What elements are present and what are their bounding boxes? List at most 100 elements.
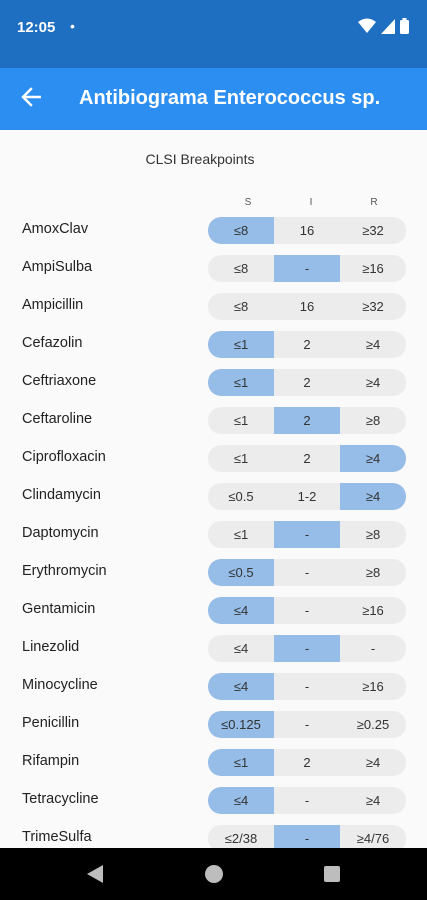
breakpoint-i: - [274, 255, 340, 282]
drug-name: Gentamicin [22, 601, 96, 617]
breakpoint-cells: ≤1 2 ≥4 [208, 331, 406, 358]
breakpoint-cells: ≤0.5 - ≥8 [208, 559, 406, 586]
breakpoint-s: ≤8 [233, 261, 249, 276]
table-row: Rifampin ≤1 2 ≥4 [0, 743, 427, 781]
status-icons [358, 18, 409, 39]
breakpoint-r: - [370, 641, 376, 656]
page-title: Antibiograma Enterococcus sp. [79, 87, 381, 109]
table-row: Ampicillin ≤8 16 ≥32 [0, 287, 427, 325]
breakpoint-i: 16 [299, 223, 315, 238]
breakpoint-s: ≤1 [208, 369, 274, 396]
table-row: Erythromycin ≤0.5 - ≥8 [0, 553, 427, 591]
drug-name: Minocycline [22, 677, 98, 693]
column-header-r: R [370, 197, 378, 208]
drug-name: Ampicillin [22, 297, 84, 313]
table-row: Clindamycin ≤0.5 1-2 ≥4 [0, 477, 427, 515]
breakpoint-cells: ≤1 - ≥8 [208, 521, 406, 548]
breakpoint-r: ≥4 [365, 375, 381, 390]
breakpoint-s: ≤1 [233, 451, 249, 466]
table-row: TrimeSulfa ≤2/38 - ≥4/76 [0, 819, 427, 848]
drug-name: Cefazolin [22, 335, 83, 351]
breakpoint-cells: ≤1 2 ≥4 [208, 445, 406, 472]
breakpoint-r: ≥4 [365, 755, 381, 770]
table-row: Ceftriaxone ≤1 2 ≥4 [0, 363, 427, 401]
drug-name: Erythromycin [22, 563, 107, 579]
breakpoint-s: ≤4 [233, 641, 249, 656]
breakpoint-i: 1-2 [297, 489, 317, 504]
drug-name: Linezolid [22, 639, 80, 655]
breakpoint-i: 2 [303, 451, 311, 466]
breakpoint-cells: ≤4 - ≥16 [208, 673, 406, 700]
breakpoint-s: ≤2/38 [224, 831, 258, 846]
status-bar: 12:05 • [0, 0, 427, 68]
drug-name: AmoxClav [22, 221, 89, 237]
table-subtitle: CLSI Breakpoints [145, 151, 255, 167]
breakpoint-cells: ≤1 2 ≥8 [208, 407, 406, 434]
drug-name: TrimeSulfa [22, 829, 92, 845]
breakpoint-cells: ≤0.5 1-2 ≥4 [208, 483, 406, 510]
table-row: Penicillin ≤0.125 - ≥0.25 [0, 705, 427, 743]
breakpoint-i: - [274, 825, 340, 848]
breakpoint-s: ≤8 [208, 217, 274, 244]
table-row: AmoxClav ≤8 16 ≥32 [0, 211, 427, 249]
breakpoint-s: ≤1 [233, 413, 249, 428]
breakpoint-cells: ≤8 16 ≥32 [208, 293, 406, 320]
breakpoint-r: ≥16 [362, 603, 384, 618]
breakpoint-i: 2 [303, 337, 311, 352]
drug-name: Ceftaroline [22, 411, 93, 427]
breakpoint-cells: ≤2/38 - ≥4/76 [208, 825, 406, 848]
drug-name: Ciprofloxacin [22, 449, 106, 465]
nav-recent-icon[interactable] [324, 866, 340, 882]
breakpoint-s: ≤8 [233, 299, 249, 314]
breakpoint-i: - [304, 565, 310, 580]
breakpoint-i: - [274, 635, 340, 662]
system-nav-bar [0, 848, 427, 900]
breakpoint-cells: ≤4 - ≥4 [208, 787, 406, 814]
breakpoint-s: ≤0.125 [208, 711, 274, 738]
table-row: Tetracycline ≤4 - ≥4 [0, 781, 427, 819]
drug-name: AmpiSulba [22, 259, 93, 275]
breakpoint-cells: ≤1 2 ≥4 [208, 369, 406, 396]
breakpoint-r: ≥8 [365, 565, 381, 580]
column-header-s: S [244, 197, 252, 208]
breakpoint-cells: ≤4 - ≥16 [208, 597, 406, 624]
breakpoint-s: ≤0.5 [208, 559, 274, 586]
breakpoint-r: ≥16 [362, 679, 384, 694]
battery-icon [400, 18, 409, 39]
breakpoint-s: ≤4 [208, 787, 274, 814]
app-bar: Antibiograma Enterococcus sp. [0, 68, 427, 130]
table-row: Gentamicin ≤4 - ≥16 [0, 591, 427, 629]
breakpoint-r: ≥4/76 [356, 831, 390, 846]
breakpoint-i: 2 [303, 375, 311, 390]
nav-back-icon[interactable] [87, 865, 103, 888]
breakpoint-i: - [274, 521, 340, 548]
breakpoint-s: ≤1 [208, 749, 274, 776]
drug-name: Penicillin [22, 715, 80, 731]
drug-name: Daptomycin [22, 525, 99, 541]
breakpoint-i: - [304, 717, 310, 732]
drug-name: Ceftriaxone [22, 373, 97, 389]
arrow-back-icon [21, 86, 42, 112]
breakpoint-r: ≥8 [365, 413, 381, 428]
breakpoint-r: ≥0.25 [356, 717, 390, 732]
breakpoint-r: ≥4 [365, 337, 381, 352]
nav-home-icon[interactable] [205, 865, 223, 883]
breakpoint-cells: ≤8 - ≥16 [208, 255, 406, 282]
breakpoint-i: - [304, 679, 310, 694]
breakpoint-i: 16 [299, 299, 315, 314]
table-row: Daptomycin ≤1 - ≥8 [0, 515, 427, 553]
breakpoint-s: ≤1 [208, 331, 274, 358]
column-header-i: I [309, 197, 313, 208]
breakpoint-i: 2 [303, 755, 311, 770]
breakpoint-i: - [304, 603, 310, 618]
breakpoint-r: ≥4 [365, 793, 381, 808]
status-time: 12:05 [17, 19, 56, 36]
back-button[interactable] [16, 84, 46, 114]
breakpoint-i: 2 [274, 407, 340, 434]
notification-dot: • [70, 18, 75, 34]
drug-name: Clindamycin [22, 487, 101, 503]
breakpoint-cells: ≤4 - - [208, 635, 406, 662]
breakpoint-i: - [304, 793, 310, 808]
drug-name: Tetracycline [22, 791, 99, 807]
breakpoints-content[interactable]: CLSI Breakpoints S I R AmoxClav ≤8 16 ≥32 Am… [0, 130, 427, 848]
